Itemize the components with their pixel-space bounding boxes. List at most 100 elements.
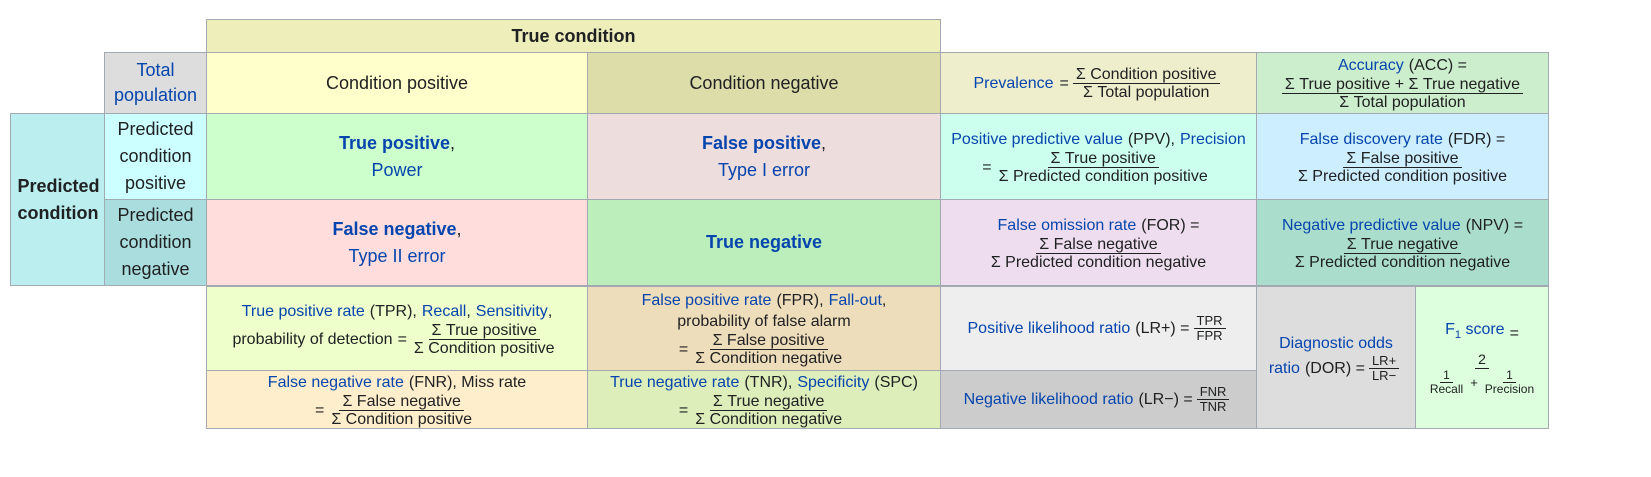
tnr-denominator: Σ Condition negative	[695, 410, 843, 428]
fdr-cell: False discovery rate (FDR) = Σ False pos…	[1256, 113, 1549, 200]
predicted-positive-header: Predicted condition positive	[104, 113, 207, 200]
for-link[interactable]: False omission rate	[997, 216, 1137, 234]
tnr-fraction: Σ True negative Σ Condition negative	[692, 393, 845, 428]
f1-recall-fraction: 1 Recall	[1427, 368, 1466, 396]
prevalence-link[interactable]: Prevalence	[973, 74, 1054, 92]
tnr-eq: =	[678, 401, 689, 419]
type-one-error-link[interactable]: Type I error	[717, 159, 811, 180]
tpr-numerator: Σ True positive	[428, 322, 540, 340]
f1-score-link[interactable]: F1 score	[1445, 319, 1504, 346]
dor-denominator: LR−	[1371, 367, 1397, 383]
recall-link[interactable]: Recall	[421, 302, 467, 320]
predicted-negative-label: Predicted condition negative	[117, 205, 194, 279]
tnr-numerator: Σ True negative	[709, 393, 828, 411]
npv-abbr: (NPV) =	[1465, 216, 1524, 234]
ppv-cell: Positive predictive value (PPV), Precisi…	[940, 113, 1257, 200]
lr-positive-link[interactable]: Positive likelihood ratio	[967, 320, 1131, 337]
power-link[interactable]: Power	[371, 159, 423, 180]
condition-positive-label: Condition positive	[325, 72, 469, 93]
tpr-sep: ,	[466, 302, 471, 320]
npv-cell: Negative predictive value (NPV) = Σ True…	[1256, 199, 1549, 286]
accuracy-cell: Accuracy (ACC) = Σ True positive + Σ Tru…	[1256, 52, 1549, 114]
f1-score-cell: F1 score = 2 1 Recall + 1 Precision	[1415, 286, 1549, 429]
f1-numerator: 2	[1475, 351, 1489, 369]
true-positive-cell: True positive , Power	[206, 113, 588, 200]
type-two-error-link[interactable]: Type II error	[348, 245, 446, 266]
fpr-denominator: Σ Condition negative	[695, 350, 843, 367]
lr-negative-numerator: FNR	[1196, 385, 1230, 400]
fnr-cell: False negative rate (FNR), Miss rate = Σ…	[206, 370, 588, 429]
prevalence-fraction: Σ Condition positive Σ Total population	[1072, 66, 1220, 101]
ppv-denominator: Σ Predicted condition positive	[998, 167, 1208, 185]
f1-denominator: 1 Recall + 1 Precision	[1420, 368, 1544, 396]
lr-negative-fraction: FNR TNR	[1196, 385, 1230, 414]
fdr-numerator: Σ False positive	[1343, 150, 1462, 168]
tpr-cell: True positive rate (TPR), Recall , Sensi…	[206, 286, 588, 371]
tnr-link[interactable]: True negative rate	[610, 373, 740, 391]
f1-eq: =	[1509, 324, 1519, 342]
condition-negative-header: Condition negative	[587, 52, 941, 114]
accuracy-abbr: (ACC) =	[1408, 57, 1468, 74]
for-denominator: Σ Predicted condition negative	[990, 253, 1207, 271]
f1-recall-den: Recall	[1429, 381, 1464, 396]
dor-abbr: (DOR) =	[1304, 359, 1365, 377]
dor-numerator: LR+	[1368, 353, 1400, 369]
accuracy-link[interactable]: Accuracy	[1337, 57, 1404, 74]
precision-link[interactable]: Precision	[1179, 130, 1246, 148]
false-negative-cell: False negative , Type II error	[206, 199, 588, 286]
fnr-eq: =	[315, 401, 325, 419]
fdr-fraction: Σ False positive Σ Predicted condition p…	[1295, 150, 1510, 185]
fpr-line2: probability of false alarm	[677, 313, 851, 330]
fnr-numerator: Σ False negative	[339, 393, 464, 411]
npv-denominator: Σ Predicted condition negative	[1294, 253, 1511, 271]
true-negative-cell: True negative	[587, 199, 941, 286]
fpr-end: ,	[881, 292, 887, 309]
prevalence-numerator: Σ Condition positive	[1072, 66, 1220, 84]
fpr-link[interactable]: False positive rate	[641, 292, 772, 309]
tpr-fraction: Σ True positive Σ Condition positive	[411, 322, 558, 357]
dor-fraction: LR+ LR−	[1368, 353, 1400, 383]
dor-cell: Diagnostic odds ratio (DOR) = LR+ LR−	[1256, 286, 1416, 429]
tnr-abbr2: (SPC)	[874, 373, 918, 391]
true-condition-label: True condition	[511, 25, 636, 46]
lr-positive-abbr: (LR+) =	[1135, 320, 1190, 337]
tpr-eq: =	[397, 330, 407, 348]
lr-positive-cell: Positive likelihood ratio (LR+) = TPR FP…	[940, 286, 1257, 371]
true-negative-link[interactable]: True negative	[705, 232, 823, 252]
prevalence-cell: Prevalence = Σ Condition positive Σ Tota…	[940, 52, 1257, 114]
sensitivity-link[interactable]: Sensitivity	[475, 302, 548, 320]
f1-letter: F	[1445, 321, 1455, 339]
f1-fraction: 2 1 Recall + 1 Precision	[1420, 351, 1544, 396]
prevalence-denominator: Σ Total population	[1082, 83, 1210, 101]
f1-precision-fraction: 1 Precision	[1482, 368, 1537, 396]
tpr-denominator: Σ Condition positive	[413, 339, 555, 357]
dor-link-line2[interactable]: ratio	[1268, 359, 1300, 377]
false-negative-link[interactable]: False negative	[332, 218, 457, 239]
tpr-end: ,	[547, 302, 553, 320]
tpr-link[interactable]: True positive rate	[241, 302, 365, 320]
tnr-cell: True negative rate (TNR), Specificity (S…	[587, 370, 941, 429]
npv-fraction: Σ True negative Σ Predicted condition ne…	[1292, 236, 1513, 271]
true-positive-link[interactable]: True positive	[338, 132, 451, 153]
predicted-condition-header: Predicted condition	[10, 113, 105, 286]
predicted-negative-header: Predicted condition negative	[104, 199, 207, 286]
f1-score-word: score	[1465, 321, 1505, 339]
fdr-denominator: Σ Predicted condition positive	[1297, 167, 1508, 185]
accuracy-fraction: Σ True positive + Σ True negative Σ Tota…	[1281, 76, 1524, 111]
lr-negative-link[interactable]: Negative likelihood ratio	[963, 391, 1134, 408]
f1-precision-num: 1	[1503, 368, 1516, 383]
total-population-cell[interactable]: Total population	[104, 52, 207, 114]
npv-numerator: Σ True negative	[1343, 236, 1462, 254]
fdr-link[interactable]: False discovery rate	[1299, 130, 1443, 148]
dor-link-line1[interactable]: Diagnostic odds	[1279, 334, 1393, 352]
fnr-link[interactable]: False negative rate	[267, 373, 404, 391]
fall-out-link[interactable]: Fall-out	[828, 292, 882, 309]
specificity-link[interactable]: Specificity	[797, 373, 870, 391]
total-population-label[interactable]: Total population	[113, 60, 198, 105]
for-abbr: (FOR) =	[1141, 216, 1200, 234]
fpr-eq: =	[678, 341, 689, 358]
false-positive-link[interactable]: False positive	[701, 132, 822, 153]
npv-link[interactable]: Negative predictive value	[1281, 216, 1461, 234]
ppv-link[interactable]: Positive predictive value	[951, 130, 1123, 148]
for-fraction: Σ False negative Σ Predicted condition n…	[988, 236, 1209, 271]
